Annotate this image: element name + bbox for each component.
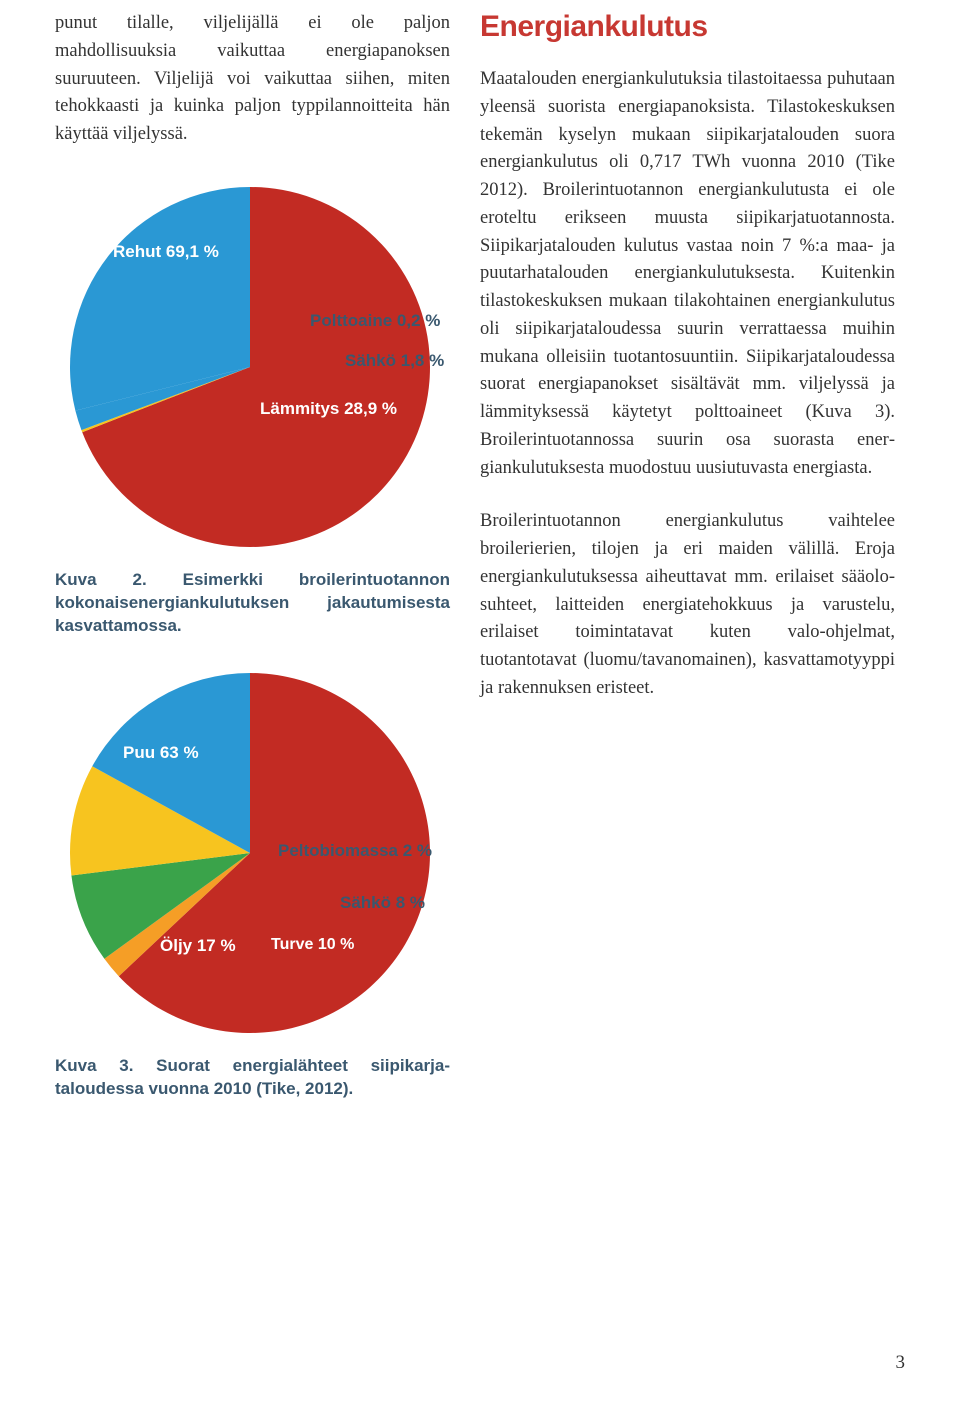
intro-paragraph: punut tilalle, viljelijällä ei ole paljo… — [55, 10, 450, 149]
section-heading: Energiankulutus — [480, 10, 895, 44]
pie-slice-label: Lämmitys 28,9 % — [260, 399, 397, 419]
pie-slice-label: Turve 10 % — [271, 936, 354, 954]
right-column: Energiankulutus Maatalouden energiankulu… — [480, 10, 895, 1125]
pie-slice-label: Sähkö 1,8 % — [345, 351, 444, 371]
left-column: punut tilalle, viljelijällä ei ole paljo… — [55, 10, 450, 1125]
pie-slice-label: Sähkö 8 % — [340, 893, 425, 913]
pie-slice-label: Öljy 17 % — [160, 936, 236, 956]
paragraph-2: Broilerintuotannon energiankulutus vaiht… — [480, 508, 895, 702]
chart-2-caption: Kuva 3. Suorat energialähteet siipikarja… — [55, 1055, 450, 1101]
chart-1: Rehut 69,1 % Polttoaine 0,2 % Sähkö 1,8 % L… — [55, 177, 450, 557]
pie-slice-label: Polttoaine 0,2 % — [310, 311, 440, 331]
pie-slice-label: Puu 63 % — [123, 743, 199, 763]
page-number: 3 — [896, 1352, 906, 1374]
chart-2: Puu 63 % Peltobiomassa 2 % Sähkö 8 % Turve … — [55, 663, 450, 1043]
chart-1-caption: Kuva 2. Esimerkki broilerintuotannon kok… — [55, 569, 450, 638]
pie-slice-label: Peltobiomassa 2 % — [278, 841, 432, 861]
paragraph-1: Maatalouden energiankulutuksia ti­lastoi… — [480, 66, 895, 482]
pie-slice-label: Rehut 69,1 % — [113, 242, 219, 262]
